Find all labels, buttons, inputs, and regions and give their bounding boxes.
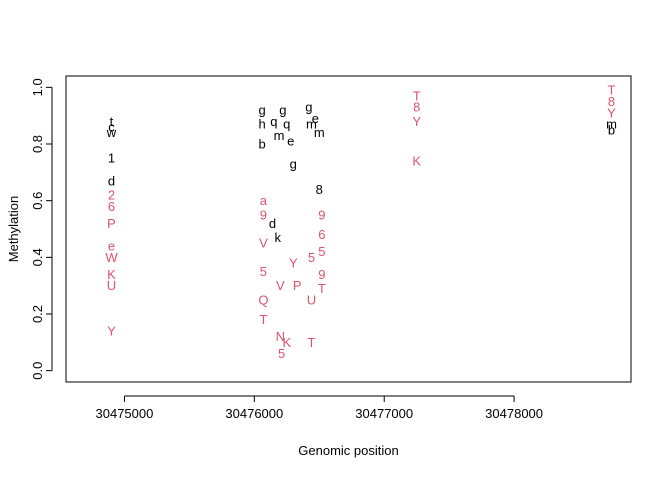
data-point: t — [110, 114, 114, 129]
data-point: 6 — [318, 227, 325, 242]
data-point: P — [107, 216, 116, 231]
data-point: W — [105, 250, 118, 265]
data-point: Y — [289, 256, 298, 271]
data-point: 6 — [108, 199, 115, 214]
data-point: m — [606, 117, 617, 132]
data-point: g — [290, 156, 297, 171]
data-point: d — [269, 216, 276, 231]
data-point: m — [306, 117, 317, 132]
data-point: a — [260, 193, 268, 208]
y-tick-label: 0.2 — [30, 305, 45, 323]
data-point: g — [305, 100, 312, 115]
data-point: K — [412, 154, 421, 169]
data-point: V — [276, 278, 285, 293]
data-point: 8 — [413, 100, 420, 115]
data-point: K — [282, 335, 291, 350]
data-point: Y — [107, 324, 116, 339]
data-point: 9 — [318, 267, 325, 282]
x-tick-label: 30478000 — [485, 406, 543, 421]
data-point: q — [270, 114, 277, 129]
x-axis-label: Genomic position — [298, 443, 398, 458]
data-point: 5 — [308, 250, 315, 265]
data-point: c — [108, 120, 115, 135]
data-point: T — [608, 83, 616, 98]
y-axis: 0.0 0.2 0.4 0.6 0.8 1.0 — [30, 78, 53, 380]
data-point: 9 — [318, 207, 325, 222]
data-point: e — [108, 239, 115, 254]
data-point: 8 — [316, 182, 323, 197]
data-point: k — [274, 230, 281, 245]
data-point: Y — [607, 105, 616, 120]
data-point: Y — [412, 114, 421, 129]
data-point: 8 — [608, 94, 615, 109]
data-point: K — [107, 267, 116, 282]
data-point: g — [259, 103, 266, 118]
data-points: tcw1dghbqmgqeggmem8dkmb26PeWKUYa9V5QTVN5… — [105, 83, 617, 361]
y-tick-label: 1.0 — [30, 78, 45, 96]
data-point: d — [108, 173, 115, 188]
data-point: w — [106, 125, 117, 140]
data-point: U — [307, 292, 316, 307]
x-tick-label: 30475000 — [96, 406, 154, 421]
data-point: Q — [258, 292, 268, 307]
y-axis-label: Methylation — [6, 196, 21, 262]
data-point: T — [308, 335, 316, 350]
data-point: q — [283, 117, 290, 132]
data-point: e — [287, 134, 294, 149]
y-tick-label: 0.0 — [30, 362, 45, 380]
data-point: 9 — [260, 207, 267, 222]
data-point: T — [413, 88, 421, 103]
plot-frame — [65, 75, 632, 383]
data-point: 1 — [108, 151, 115, 166]
data-point: 2 — [108, 188, 115, 203]
data-point: 5 — [278, 346, 285, 361]
data-point: b — [608, 122, 615, 137]
y-tick-label: 0.4 — [30, 248, 45, 266]
y-tick-label: 0.8 — [30, 135, 45, 153]
data-point: m — [314, 125, 325, 140]
data-point: V — [259, 236, 268, 251]
data-point: 5 — [260, 264, 267, 279]
data-point: h — [259, 117, 266, 132]
data-point: b — [259, 137, 266, 152]
x-tick-label: 30476000 — [225, 406, 283, 421]
data-point: g — [279, 103, 286, 118]
data-point: e — [312, 111, 319, 126]
data-point: T — [318, 281, 326, 296]
x-axis: 30475000 30476000 30477000 30478000 — [96, 395, 543, 421]
x-tick-label: 30477000 — [355, 406, 413, 421]
data-point: 5 — [318, 244, 325, 259]
data-point: P — [293, 278, 302, 293]
data-point: N — [276, 329, 285, 344]
y-tick-label: 0.6 — [30, 192, 45, 210]
data-point: U — [107, 278, 116, 293]
data-point: m — [274, 128, 285, 143]
data-point: T — [259, 312, 267, 327]
